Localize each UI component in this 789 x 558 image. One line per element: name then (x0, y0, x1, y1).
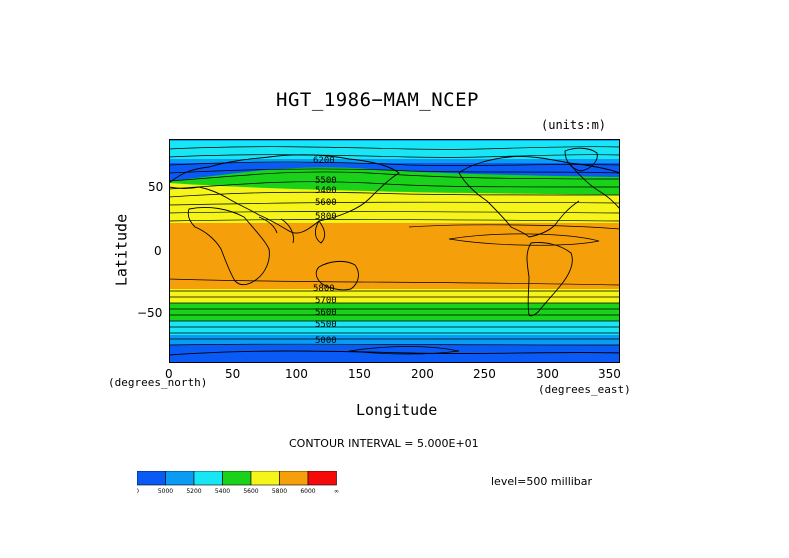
contour-label: 5500 (315, 176, 337, 186)
x-tick-200: 200 (411, 367, 434, 381)
band-south-cyan (169, 321, 620, 335)
colorbar-swatch (193, 471, 223, 486)
colorbar-tick-label: 5000 (158, 488, 173, 495)
colorbar-swatch (279, 471, 309, 486)
units-label: (units:m) (541, 118, 607, 132)
colorbar: 0 5000 5200 5400 5600 5800 6000 ∞ (137, 471, 339, 495)
x-tick-100: 100 (285, 367, 308, 381)
y-axis-label: Latitude (112, 213, 131, 287)
contour-label: 5000 (315, 336, 337, 346)
map-frame (169, 139, 620, 363)
x-tick-300: 300 (536, 367, 559, 381)
band-south-blue (169, 335, 620, 345)
contour-label: 5600 (315, 198, 337, 208)
contour-label: 5800 (313, 284, 335, 294)
geopotential-height-map: 6200 5500 5400 5600 5800 5800 5700 5600 … (169, 139, 620, 363)
colorbar-tick-label: 5800 (272, 488, 287, 495)
map-title: HGT_1986−MAM_NCEP (276, 89, 479, 111)
colorbar-swatch (137, 471, 166, 486)
colorbar-tick-label: 5200 (186, 488, 201, 495)
x-tick-0: 0 (165, 367, 173, 381)
colorbar-labels: 0 5000 5200 5400 5600 5800 6000 ∞ (137, 488, 339, 495)
band-north-yellow (169, 183, 620, 223)
x-units-right: (degrees_east) (538, 383, 631, 396)
contour-interval-label: CONTOUR INTERVAL = 5.000E+01 (289, 437, 479, 450)
y-tick-minus50: −50 (137, 306, 163, 320)
colorbar-tick-label: 0 (137, 488, 139, 495)
contour-label: 6200 (313, 156, 335, 166)
x-tick-250: 250 (473, 367, 496, 381)
band-south-yellow (169, 289, 620, 303)
colorbar-swatch (222, 471, 252, 486)
colorbar-tick-label: 6000 (300, 488, 315, 495)
colorbar-tick-label: 5400 (215, 488, 230, 495)
contour-label: 5700 (315, 296, 337, 306)
contour-label: 5500 (315, 320, 337, 330)
x-tick-50: 50 (225, 367, 241, 381)
colorbar-tick-label: 5600 (243, 488, 258, 495)
x-tick-150: 150 (348, 367, 371, 381)
contour-lines (169, 146, 620, 355)
x-axis-label: Longitude (356, 401, 438, 419)
contour-label: 5600 (315, 308, 337, 318)
coastlines (169, 147, 620, 356)
contour-label: 5800 (315, 212, 337, 222)
colorbar-swatch (250, 471, 280, 486)
level-label: level=500 millibar (491, 475, 593, 488)
contour-labels: 6200 5500 5400 5600 5800 5800 5700 5600 … (313, 156, 337, 346)
x-tick-350: 350 (598, 367, 621, 381)
colorbar-tick-label: ∞ (334, 488, 339, 495)
band-south-green (169, 303, 620, 321)
contour-label: 5400 (315, 186, 337, 196)
colorbar-swatch (307, 471, 337, 486)
x-units-left: (degrees_north) (108, 376, 208, 389)
y-tick-0: 0 (154, 244, 162, 258)
band-tropics-orange (169, 223, 620, 289)
colorbar-swatch (165, 471, 195, 486)
y-tick-50: 50 (148, 180, 164, 194)
colorbar-swatches (137, 471, 337, 486)
